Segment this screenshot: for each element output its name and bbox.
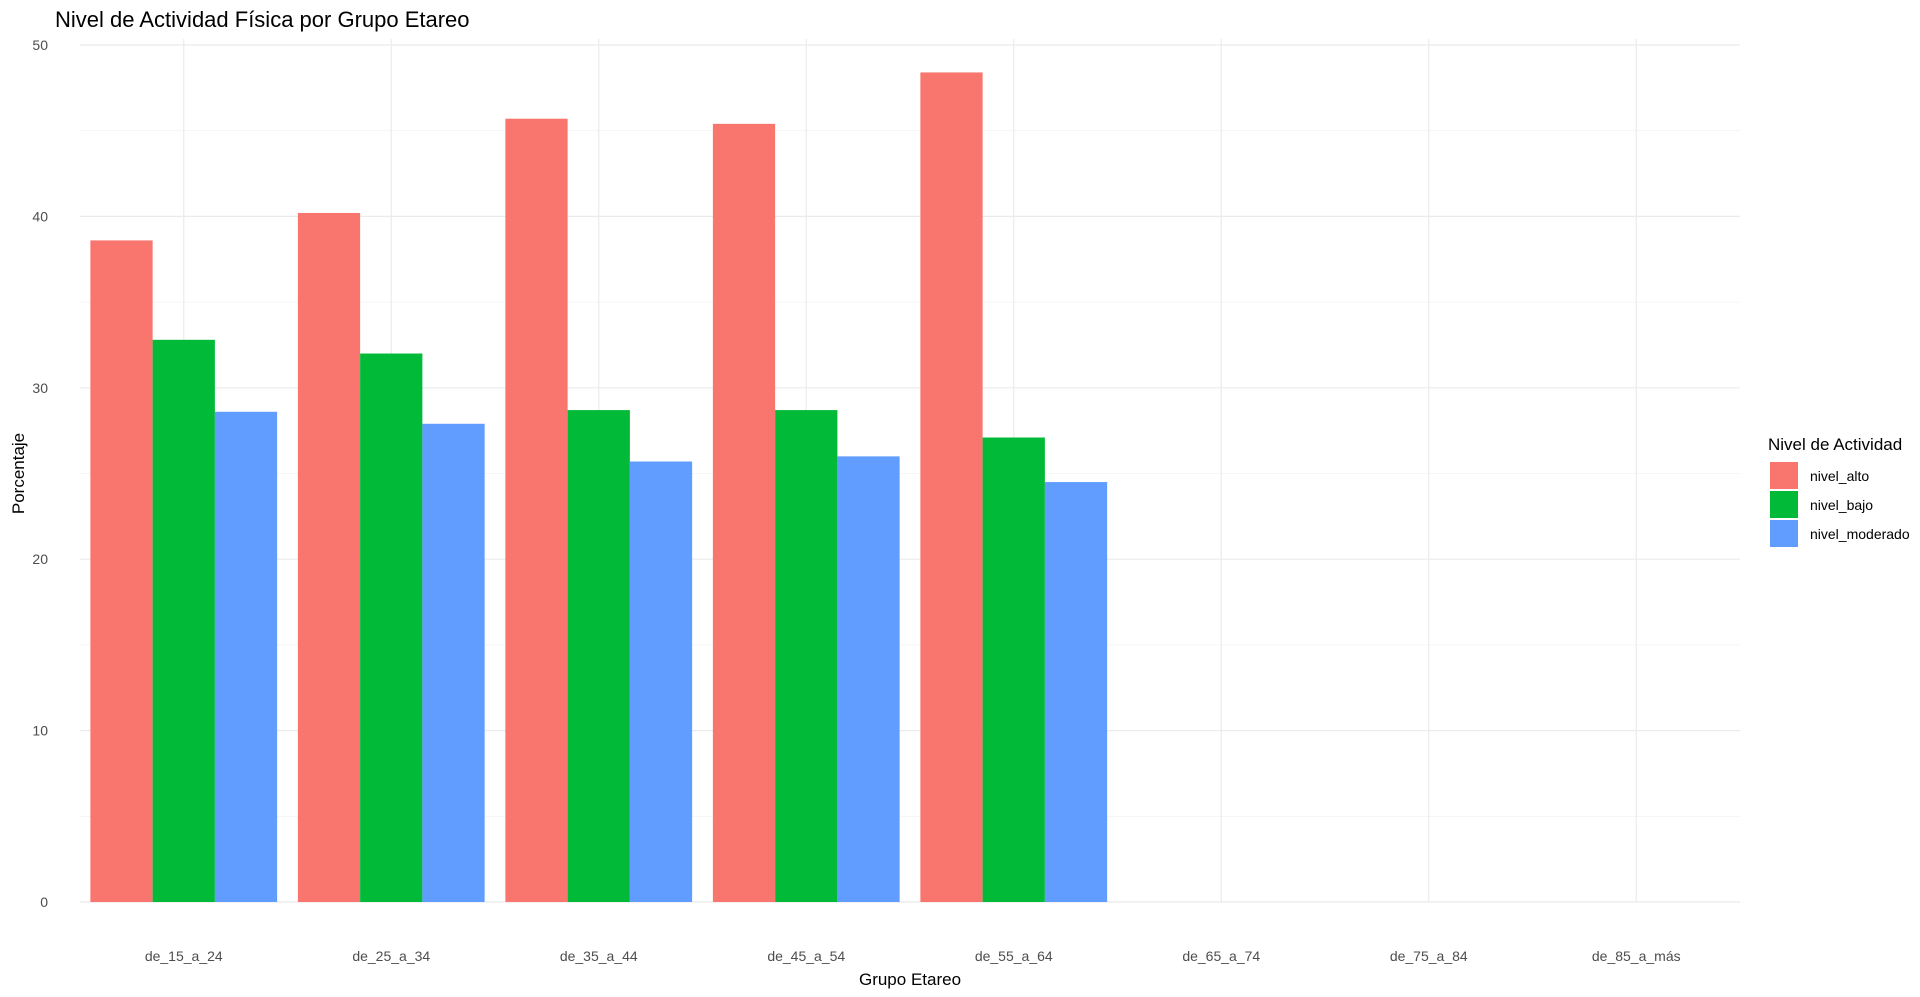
x-tick-label: de_65_a_74	[1182, 948, 1260, 964]
legend-key-nivel_alto	[1770, 462, 1798, 489]
bar-nivel_moderado-de_35_a_44	[629, 461, 693, 902]
x-axis-ticks: de_15_a_24 de_25_a_34 de_35_a_44 de_45_a_54…	[145, 948, 1681, 964]
y-tick-label: 40	[32, 208, 48, 224]
legend-label-nivel_bajo: nivel_bajo	[1810, 497, 1873, 513]
legend-label-nivel_alto: nivel_alto	[1810, 468, 1869, 484]
x-axis-title: Grupo Etareo	[859, 970, 961, 989]
bar-nivel_moderado-de_15_a_24	[214, 411, 278, 902]
bar-nivel_bajo-de_55_a_64	[982, 437, 1045, 902]
y-tick-label: 20	[32, 551, 48, 567]
bar-nivel_bajo-de_15_a_24	[152, 339, 215, 903]
bar-nivel_alto-de_35_a_44	[505, 118, 568, 902]
y-tick-label: 30	[32, 380, 48, 396]
x-tick-label: de_45_a_54	[767, 948, 845, 964]
bar-nivel_moderado-de_55_a_64	[1044, 482, 1108, 902]
bar-nivel_bajo-de_25_a_34	[360, 353, 423, 902]
y-axis-ticks: 0 10 20 30 40 50	[32, 37, 48, 910]
bars	[90, 72, 1108, 903]
chart-title: Nivel de Actividad Física por Grupo Etar…	[55, 7, 470, 32]
bar-nivel_bajo-de_45_a_54	[775, 410, 838, 902]
bar-nivel_moderado-de_45_a_54	[837, 456, 900, 902]
bar-nivel_alto-de_25_a_34	[297, 212, 361, 903]
bar-nivel_alto-de_15_a_24	[90, 240, 153, 902]
bar-nivel_bajo-de_35_a_44	[567, 410, 630, 902]
x-tick-label: de_75_a_84	[1390, 948, 1468, 964]
x-tick-label: de_55_a_64	[975, 948, 1053, 964]
bar-nivel_alto-de_55_a_64	[920, 72, 983, 902]
bar-nivel_alto-de_45_a_54	[712, 123, 776, 903]
legend-title: Nivel de Actividad	[1768, 435, 1902, 454]
x-tick-label: de_35_a_44	[560, 948, 638, 964]
legend: Nivel de Actividad nivel_alto nivel_bajon…	[1768, 435, 1910, 547]
x-tick-label: de_85_a_más	[1592, 948, 1681, 964]
x-tick-label: de_25_a_34	[352, 948, 430, 964]
y-tick-label: 0	[40, 894, 48, 910]
x-tick-label: de_15_a_24	[145, 948, 223, 964]
y-axis-title: Porcentaje	[9, 433, 28, 514]
bar-nivel_moderado-de_25_a_34	[422, 423, 485, 902]
y-tick-label: 10	[32, 723, 48, 739]
legend-key-nivel_bajo	[1770, 491, 1798, 518]
legend-key-nivel_moderado	[1770, 520, 1798, 547]
y-tick-label: 50	[32, 37, 48, 53]
legend-label-nivel_moderado: nivel_moderado	[1810, 526, 1910, 542]
